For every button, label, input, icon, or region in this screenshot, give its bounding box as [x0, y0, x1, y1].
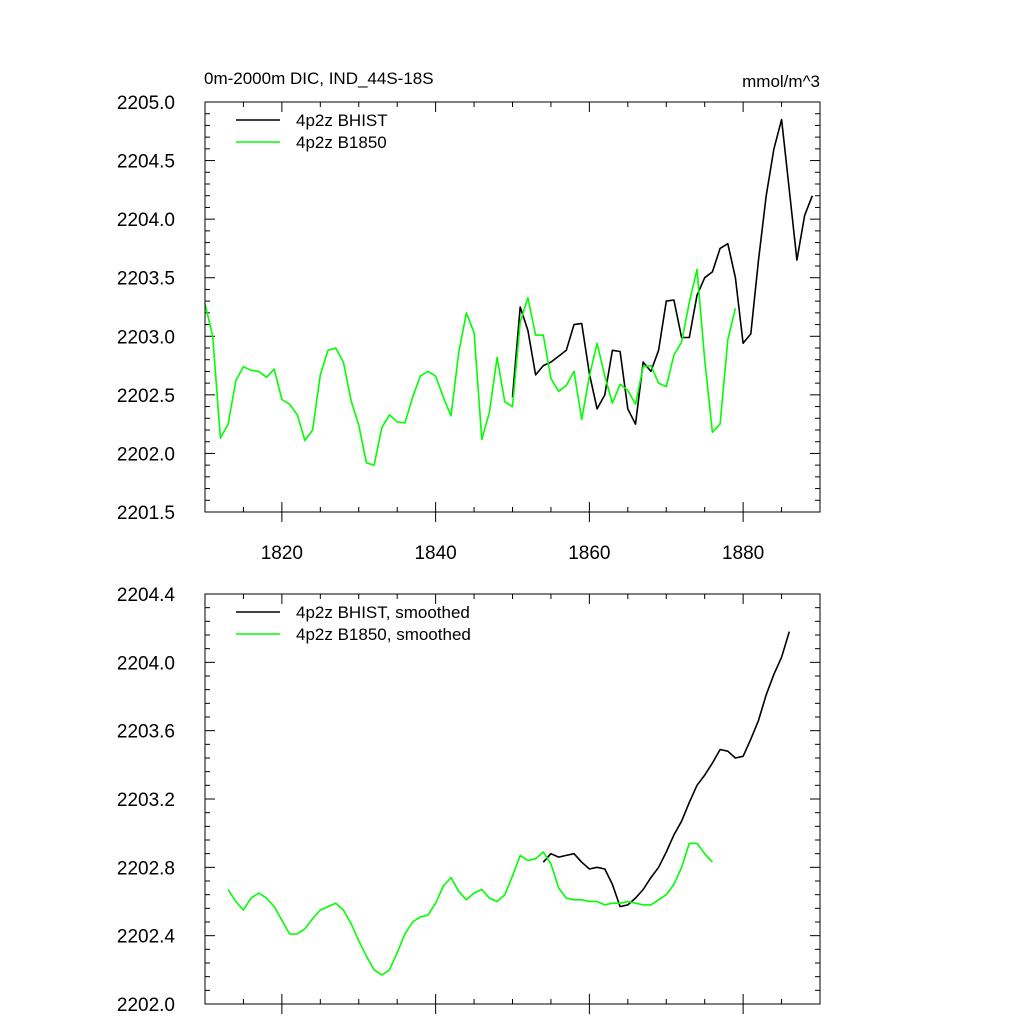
y-tick-label: 2202.4	[117, 927, 176, 948]
y-tick-label: 2201.5	[117, 503, 175, 524]
legend-label: 4p2z BHIST, smoothed	[296, 603, 470, 622]
top-chart-series	[204, 118, 814, 466]
series-line-b1850	[204, 268, 737, 466]
y-tick-label: 2205.0	[117, 93, 175, 114]
y-tick-label: 2204.0	[117, 653, 175, 674]
y-tick-label: 2202.8	[117, 858, 175, 879]
bottom-plot-frame	[204, 593, 821, 1005]
top-chart-legend: 4p2z BHIST 4p2z B1850	[236, 111, 388, 152]
y-tick-label: 2202.0	[117, 995, 175, 1016]
legend-label: 4p2z B1850, smoothed	[296, 625, 471, 644]
bottom-chart-ticks: 2202.0 2202.4 2202.8 2203.2 2203.6 2204.0 2204…	[117, 585, 820, 1016]
y-tick-label: 2203.0	[117, 327, 175, 348]
y-tick-label: 2203.2	[117, 790, 175, 811]
y-tick-label: 2203.5	[117, 269, 175, 290]
y-tick-label: 2204.5	[117, 152, 175, 173]
top-plot-frame	[204, 101, 821, 513]
bottom-chart-legend: 4p2z BHIST, smoothed 4p2z B1850, smoothed	[236, 603, 471, 644]
x-tick-label: 1820	[261, 543, 303, 564]
y-tick-label: 2204.4	[117, 585, 176, 606]
top-line-chart: 0m-2000m DIC, IND_44S-18S mmol/m^3 1820 1…	[117, 69, 821, 564]
legend-label: 4p2z B1850	[296, 133, 387, 152]
y-tick-label: 2203.6	[117, 722, 175, 743]
series-line-bhist	[542, 631, 791, 908]
legend-label: 4p2z BHIST	[296, 111, 388, 130]
series-line-bhist	[511, 118, 814, 425]
x-tick-label: 1840	[414, 543, 456, 564]
top-chart-ticks: 1820 1840 1860 1880 2201.5 2202.0 2202.5 2203.0…	[117, 93, 820, 564]
chart-title: 0m-2000m DIC, IND_44S-18S	[204, 69, 434, 88]
y-tick-label: 2202.0	[117, 444, 175, 465]
x-tick-label: 1860	[568, 543, 610, 564]
bottom-chart-series	[227, 631, 791, 976]
y-tick-label: 2202.5	[117, 386, 175, 407]
units-label: mmol/m^3	[742, 72, 820, 91]
x-tick-label: 1880	[722, 543, 764, 564]
series-line-b1850	[227, 842, 713, 976]
y-tick-label: 2204.0	[117, 210, 175, 231]
bottom-line-chart: 2202.0 2202.4 2202.8 2203.2 2203.6 2204.0 2204…	[117, 585, 821, 1016]
